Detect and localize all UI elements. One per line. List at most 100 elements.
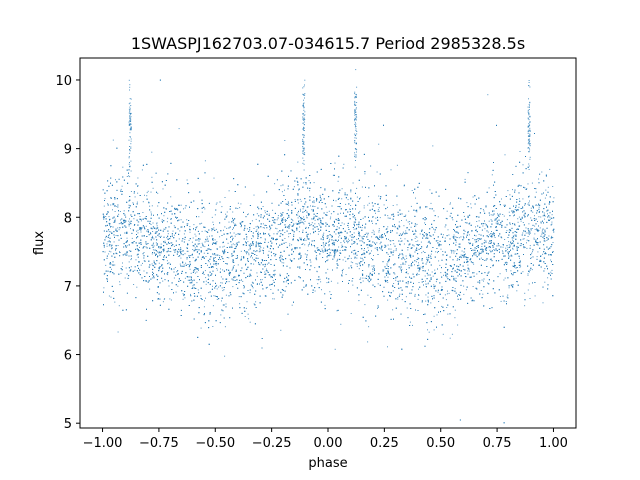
data-point (219, 255, 221, 257)
data-point (290, 260, 292, 261)
data-point (339, 255, 340, 256)
data-point (235, 233, 237, 235)
data-point (108, 231, 110, 233)
data-point (430, 235, 432, 237)
data-point (507, 248, 508, 250)
data-point (541, 231, 543, 233)
data-point (216, 268, 218, 269)
data-point (540, 260, 542, 262)
data-point (309, 190, 311, 192)
data-point (481, 246, 483, 247)
data-point (284, 189, 285, 191)
data-point (418, 262, 419, 264)
data-point (273, 298, 275, 300)
data-point (251, 281, 253, 283)
data-point (204, 270, 206, 272)
data-point (152, 237, 154, 239)
data-point (153, 238, 155, 240)
data-point (470, 203, 472, 205)
data-point (287, 278, 289, 280)
data-point (368, 202, 370, 204)
data-point (502, 251, 504, 253)
data-point (167, 233, 169, 235)
data-point (404, 263, 406, 265)
data-point (394, 273, 396, 275)
data-point (386, 263, 388, 265)
data-point (205, 250, 207, 251)
data-point (311, 245, 313, 247)
data-point (552, 186, 554, 187)
data-point (487, 231, 489, 233)
data-point (299, 198, 301, 200)
data-point (369, 274, 371, 276)
data-point (424, 275, 426, 277)
data-point (451, 252, 453, 254)
data-point (518, 198, 520, 200)
data-point (297, 217, 299, 219)
data-point (253, 194, 255, 196)
data-point (308, 180, 310, 182)
data-point (452, 219, 454, 221)
data-point (103, 205, 105, 207)
data-point (212, 305, 214, 307)
data-point (387, 268, 389, 270)
data-point (338, 232, 340, 233)
data-point (156, 225, 158, 227)
data-point (387, 206, 388, 208)
data-point (394, 263, 396, 265)
data-point (247, 213, 249, 215)
data-point (182, 298, 184, 300)
data-point (170, 251, 172, 253)
data-point (253, 303, 255, 305)
data-point (507, 190, 509, 192)
data-point (306, 236, 308, 238)
data-point (232, 211, 234, 213)
data-point (529, 245, 531, 247)
data-point (508, 256, 510, 258)
data-point (153, 260, 155, 262)
data-point (187, 250, 189, 252)
data-point (104, 272, 106, 274)
data-point (154, 232, 156, 234)
data-point (446, 293, 448, 295)
data-point (378, 231, 380, 233)
data-point (258, 251, 260, 253)
data-point (186, 179, 188, 181)
data-point (427, 283, 429, 285)
data-point (306, 238, 308, 240)
data-point (409, 223, 410, 225)
data-point (114, 264, 116, 266)
data-point (160, 243, 162, 245)
data-point (299, 220, 301, 222)
data-point (255, 244, 257, 246)
data-point (377, 305, 379, 307)
data-point (474, 241, 476, 243)
data-point (551, 269, 553, 271)
data-point (497, 229, 498, 231)
data-point (418, 264, 420, 266)
data-point (458, 237, 460, 239)
data-point (308, 227, 310, 228)
data-point (125, 267, 127, 269)
data-point (196, 271, 198, 273)
data-point (142, 201, 144, 203)
data-point (141, 227, 143, 229)
data-point (239, 303, 241, 305)
data-point (314, 219, 316, 221)
data-point (545, 252, 546, 254)
data-point (300, 219, 302, 221)
data-point (551, 221, 553, 223)
data-point (299, 237, 301, 239)
data-point (272, 279, 274, 281)
data-point (280, 212, 282, 214)
data-point (232, 260, 234, 262)
data-point (284, 232, 286, 233)
data-point (110, 226, 112, 227)
data-point (535, 188, 537, 190)
data-point (317, 233, 319, 235)
data-point (490, 267, 492, 268)
data-point (451, 333, 453, 335)
data-point (493, 246, 495, 248)
data-point (146, 192, 148, 194)
